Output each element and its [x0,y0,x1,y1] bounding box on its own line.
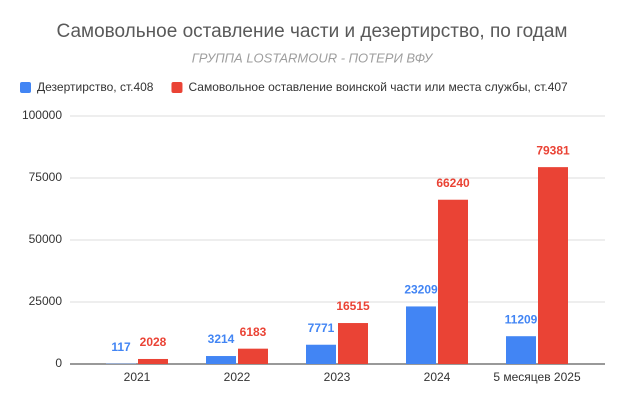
data-label: 117 [111,340,131,354]
x-tick-label: 2022 [224,370,251,384]
legend-swatch [20,82,31,93]
data-label: 79381 [536,143,570,157]
chart-subtitle: ГРУППА LOSTARMOUR - ПОТЕРИ ВФУ [192,50,434,65]
data-label: 6183 [240,325,267,339]
legend-swatch [171,82,183,93]
data-label: 3214 [208,332,235,346]
y-tick-label: 100000 [22,108,62,122]
bar [306,344,336,364]
bar [406,306,436,364]
bar [338,323,368,364]
bar [138,358,168,364]
y-tick-label: 50000 [29,232,63,246]
data-label: 66240 [436,176,470,190]
x-tick-label: 2023 [324,370,351,384]
chart-title: Самовольное оставление части и дезертирс… [57,21,568,42]
bar [238,348,268,364]
bar [506,336,536,364]
x-tick-label: 2021 [124,370,151,384]
bar [538,167,568,364]
data-label: 23209 [404,283,438,297]
data-label: 2028 [140,335,167,349]
legend-label: Самовольное оставление воинской части ил… [188,80,568,94]
bar [206,356,236,364]
data-label: 7771 [308,321,335,335]
x-tick-label: 5 месяцев 2025 [493,370,581,384]
legend-label: Дезертирство, ст.408 [37,80,154,94]
bar [438,199,468,364]
y-tick-label: 25000 [29,294,63,308]
y-tick-label: 0 [55,356,62,370]
data-label: 16515 [336,299,370,313]
x-tick-label: 2024 [424,370,451,384]
data-label: 11209 [505,312,538,326]
y-tick-label: 75000 [29,170,63,184]
